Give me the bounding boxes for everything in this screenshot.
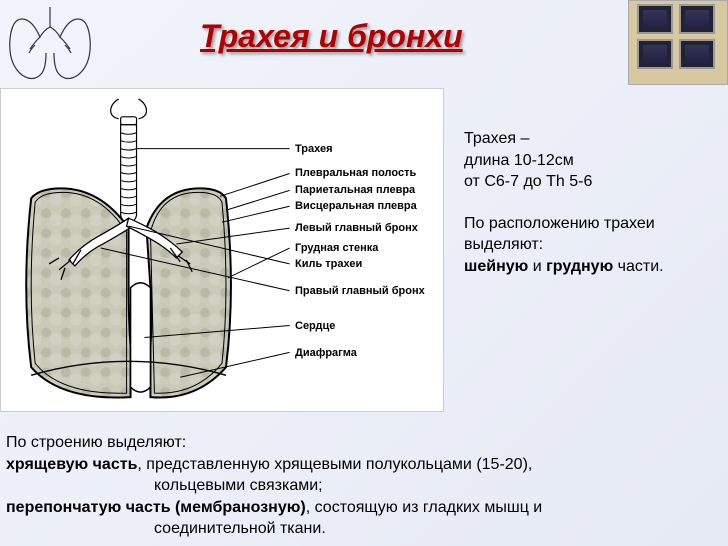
label-diaphragm: Диафрагма (295, 347, 357, 359)
page-title: Трахея и бронхи (200, 18, 463, 55)
label-heart: Сердце (295, 320, 335, 332)
bottom-text-block: По строению выделяют: хрящевую часть, пр… (6, 432, 722, 540)
bt-line3: кольцевыми связками; (6, 475, 722, 497)
anatomy-diagram: Трахея Плевральная полость Париетальная … (0, 88, 444, 412)
monitor-image (628, 0, 728, 85)
bt-line4: перепончатую часть (мембранозную), состо… (6, 497, 722, 519)
rt-mid: и (528, 258, 546, 275)
bt-tail-4: , состоящую из гладких мышц и (306, 499, 543, 516)
rt-bold-2: грудную (546, 258, 613, 275)
label-visceral-pleura: Висцеральная плевра (295, 200, 417, 212)
label-chest-wall: Грудная стенка (295, 242, 378, 254)
label-parietal-pleura: Париетальная плевра (295, 184, 415, 196)
bt-bold-2: перепончатую часть (мембранозную) (6, 499, 306, 516)
label-carina: Киль трахеи (295, 258, 362, 270)
rt-line2: длина 10-12см (464, 150, 719, 172)
bt-bold-1: хрящевую часть (6, 456, 137, 473)
bt-tail-2: , представленную хрящевыми полукольцами … (137, 456, 532, 473)
label-right-bronchus: Правый главный бронх (295, 285, 425, 297)
rt-line5: шейную и грудную части. (464, 256, 719, 278)
bt-line2: хрящевую часть, представленную хрящевыми… (6, 454, 722, 476)
rt-bold-1: шейную (464, 258, 528, 275)
rt-tail: части. (613, 258, 663, 275)
bt-line5: соединительной ткани. (6, 518, 722, 540)
rt-line4: По расположению трахеи выделяют: (464, 213, 719, 256)
bt-line1: По строению выделяют: (6, 432, 722, 454)
lungs-outline-icon (5, 5, 95, 80)
right-text-block: Трахея – длина 10-12см от С6-7 до Th 5-6… (464, 128, 719, 278)
label-left-bronchus: Левый главный бронх (295, 222, 418, 234)
label-trachea: Трахея (295, 143, 333, 155)
label-pleural-cavity: Плевральная полость (295, 167, 416, 179)
rt-line1: Трахея – (464, 128, 719, 150)
rt-line3: от С6-7 до Th 5-6 (464, 171, 719, 193)
